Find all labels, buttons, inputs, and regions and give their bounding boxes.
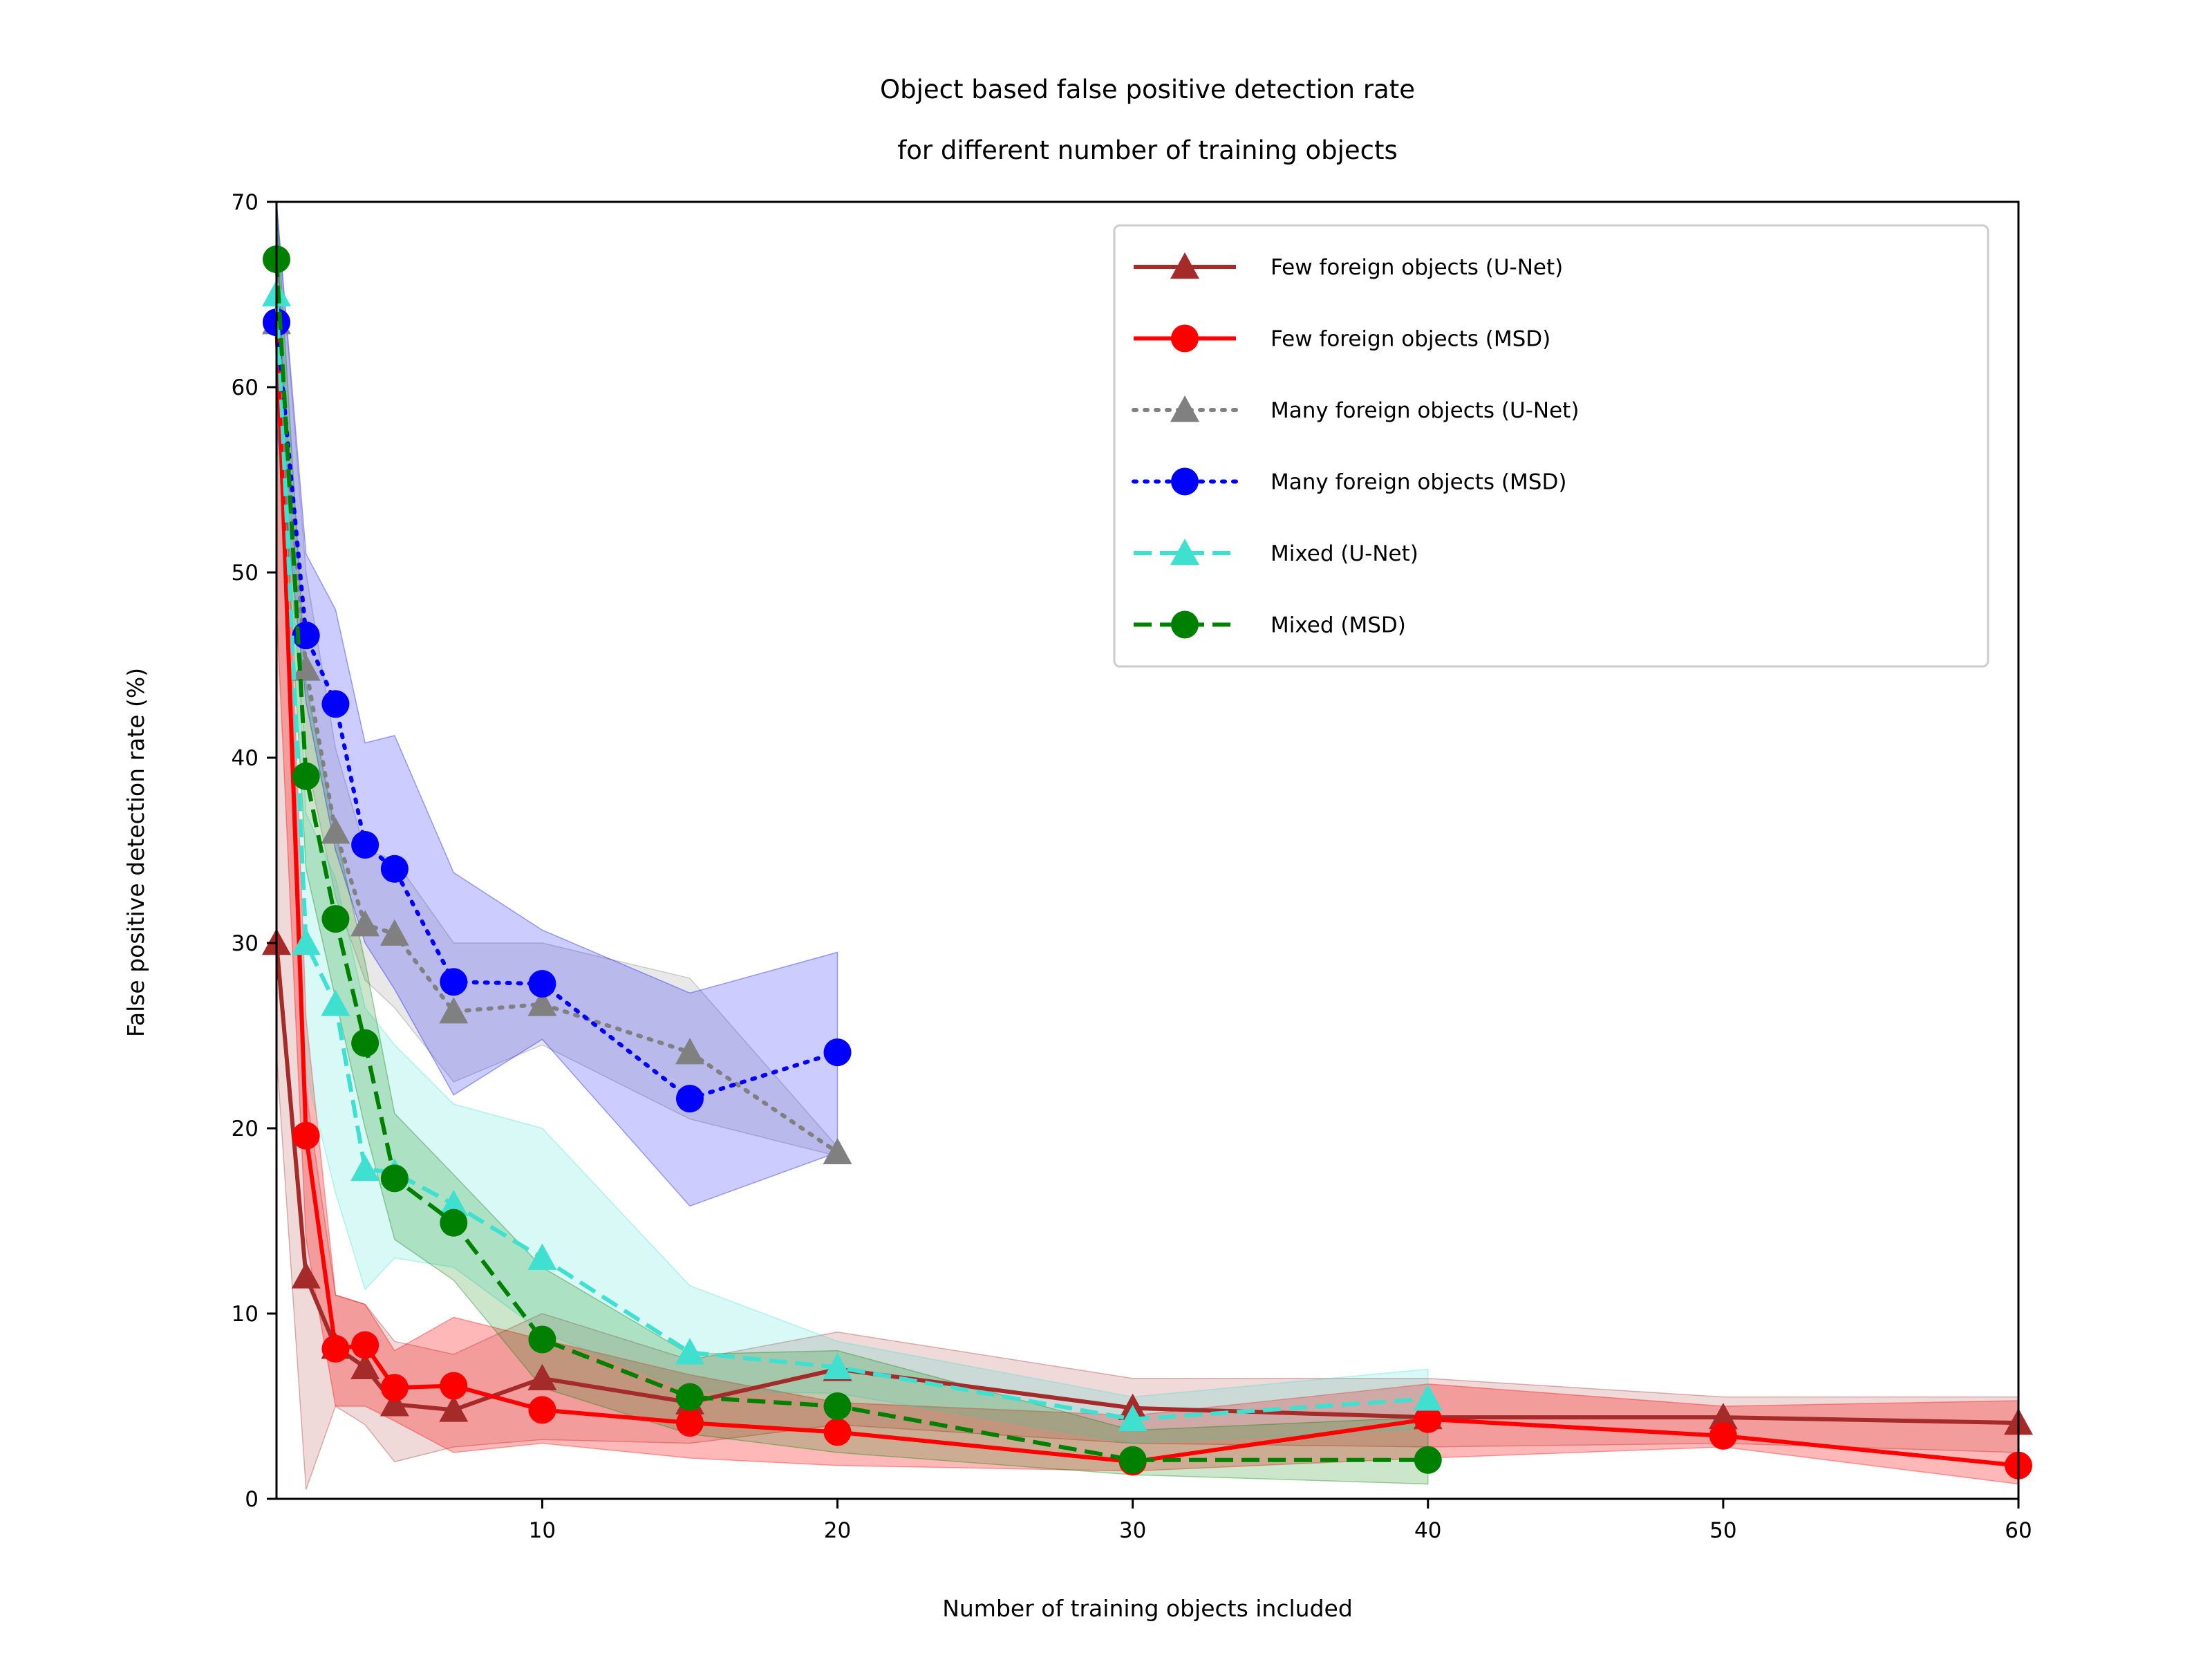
legend-label: Few foreign objects (MSD): [1271, 327, 1550, 352]
legend-label: Few foreign objects (U-Net): [1271, 255, 1563, 280]
series-5: [263, 245, 1442, 1474]
series-2-point: [823, 1137, 852, 1165]
series-3-point: [321, 690, 350, 718]
series-4-point: [321, 989, 350, 1016]
y-tick-label: 0: [245, 1487, 259, 1512]
series-0-point: [379, 1390, 409, 1417]
series-2-point: [291, 654, 321, 681]
series-5-point: [321, 905, 350, 933]
series-5-band: [276, 202, 1429, 1485]
y-tick-label: 40: [232, 746, 259, 771]
series-4-point: [439, 1189, 469, 1217]
legend-item: Mixed (U-Net): [1134, 539, 1418, 566]
legend-marker: [1171, 324, 1199, 353]
legend-marker: [1170, 539, 1199, 566]
legend-item: Many foreign objects (U-Net): [1132, 395, 1579, 423]
series-1-point: [440, 1372, 468, 1400]
y-axis-label: False positive detection rate (%): [122, 668, 149, 1037]
series-3-point: [380, 855, 409, 883]
x-tick-label: 50: [1709, 1518, 1736, 1543]
series-1-point: [351, 1331, 379, 1359]
series-2-point: [527, 989, 557, 1016]
y-tick-label: 10: [232, 1302, 259, 1327]
series-5-point: [1414, 1446, 1442, 1474]
series-3-point: [440, 968, 468, 996]
legend-item: Few foreign objects (U-Net): [1134, 252, 1563, 280]
legend-item: Mixed (MSD): [1134, 610, 1406, 639]
series-4-point: [527, 1243, 557, 1270]
series-5-point: [380, 1164, 409, 1193]
legend-marker: [1170, 395, 1199, 422]
legend-label: Mixed (U-Net): [1271, 541, 1418, 566]
chart-title-line-2: for different number of training objects: [897, 136, 1398, 165]
series-1-point: [675, 1409, 704, 1437]
legend-marker: [1171, 610, 1199, 639]
series-5-point: [675, 1383, 704, 1411]
y-tick-label: 50: [232, 561, 259, 586]
series-1-point: [292, 1121, 320, 1150]
series-0-point: [527, 1363, 557, 1391]
y-tick-label: 70: [232, 190, 259, 215]
series-3-point: [351, 830, 379, 859]
legend-label: Many foreign objects (U-Net): [1271, 398, 1579, 423]
series-1-point: [380, 1374, 409, 1402]
legend-label: Mixed (MSD): [1271, 613, 1406, 638]
chart-title-line-1: Object based false positive detection ra…: [880, 75, 1415, 104]
axes: 10 20 30 40 50 60 0 10 20 30 40 50 60 70: [232, 190, 2032, 1543]
series-0-point: [439, 1395, 469, 1422]
legend-marker: [1170, 252, 1199, 279]
series-2-point: [321, 817, 350, 844]
series-5-point: [292, 762, 320, 790]
legend-item: Few foreign objects (MSD): [1134, 324, 1550, 353]
series-lines: [262, 245, 2033, 1479]
x-axis-label: Number of training objects included: [942, 1595, 1353, 1622]
series-5-point: [1118, 1446, 1147, 1474]
series-3-point: [528, 969, 556, 998]
series-2-point: [379, 919, 409, 946]
legend-item: Many foreign objects (MSD): [1132, 467, 1566, 496]
series-0-point: [291, 1262, 321, 1289]
series-5-point: [351, 1029, 379, 1057]
x-tick-label: 20: [824, 1518, 851, 1543]
series-4: [262, 280, 1443, 1431]
series-2-point: [350, 910, 380, 937]
plot-frame: [275, 200, 2020, 1500]
legend-box: [1113, 224, 1989, 668]
series-4-point: [675, 1338, 704, 1365]
series-1-point: [823, 1418, 852, 1446]
y-tick-label: 20: [232, 1117, 259, 1141]
series-1-point: [1414, 1405, 1442, 1433]
series-5-point: [440, 1208, 468, 1237]
series-0-point: [1708, 1403, 1738, 1430]
x-tick-label: 40: [1414, 1518, 1441, 1543]
series-0-band: [276, 202, 2018, 1490]
series-0-point: [350, 1352, 380, 1379]
x-tick-label: 60: [2005, 1518, 2032, 1543]
y-tick-label: 60: [232, 375, 259, 400]
series-1-point: [1709, 1421, 1737, 1450]
series-1-band: [276, 202, 2018, 1485]
series-3-point: [675, 1085, 704, 1113]
series-3-point: [823, 1038, 852, 1067]
series-2-point: [439, 997, 469, 1024]
series-4-point: [350, 1154, 380, 1182]
series-1-point: [321, 1334, 350, 1363]
legend-marker: [1171, 467, 1199, 496]
series-4-point: [1118, 1404, 1147, 1431]
series-4-point: [291, 928, 321, 955]
series-4-point: [823, 1352, 852, 1379]
legend: Few foreign objects (U-Net) Few foreign o…: [1113, 224, 1989, 668]
series-2-point: [675, 1038, 704, 1065]
y-tick-label: 30: [232, 931, 259, 956]
series-5-point: [528, 1325, 556, 1354]
x-tick-label: 30: [1119, 1518, 1146, 1543]
x-tick-label: 10: [529, 1518, 556, 1543]
legend-label: Many foreign objects (MSD): [1271, 470, 1566, 495]
series-1-point: [528, 1396, 556, 1424]
series-4-point: [1413, 1384, 1443, 1411]
series-5-point: [823, 1392, 852, 1420]
